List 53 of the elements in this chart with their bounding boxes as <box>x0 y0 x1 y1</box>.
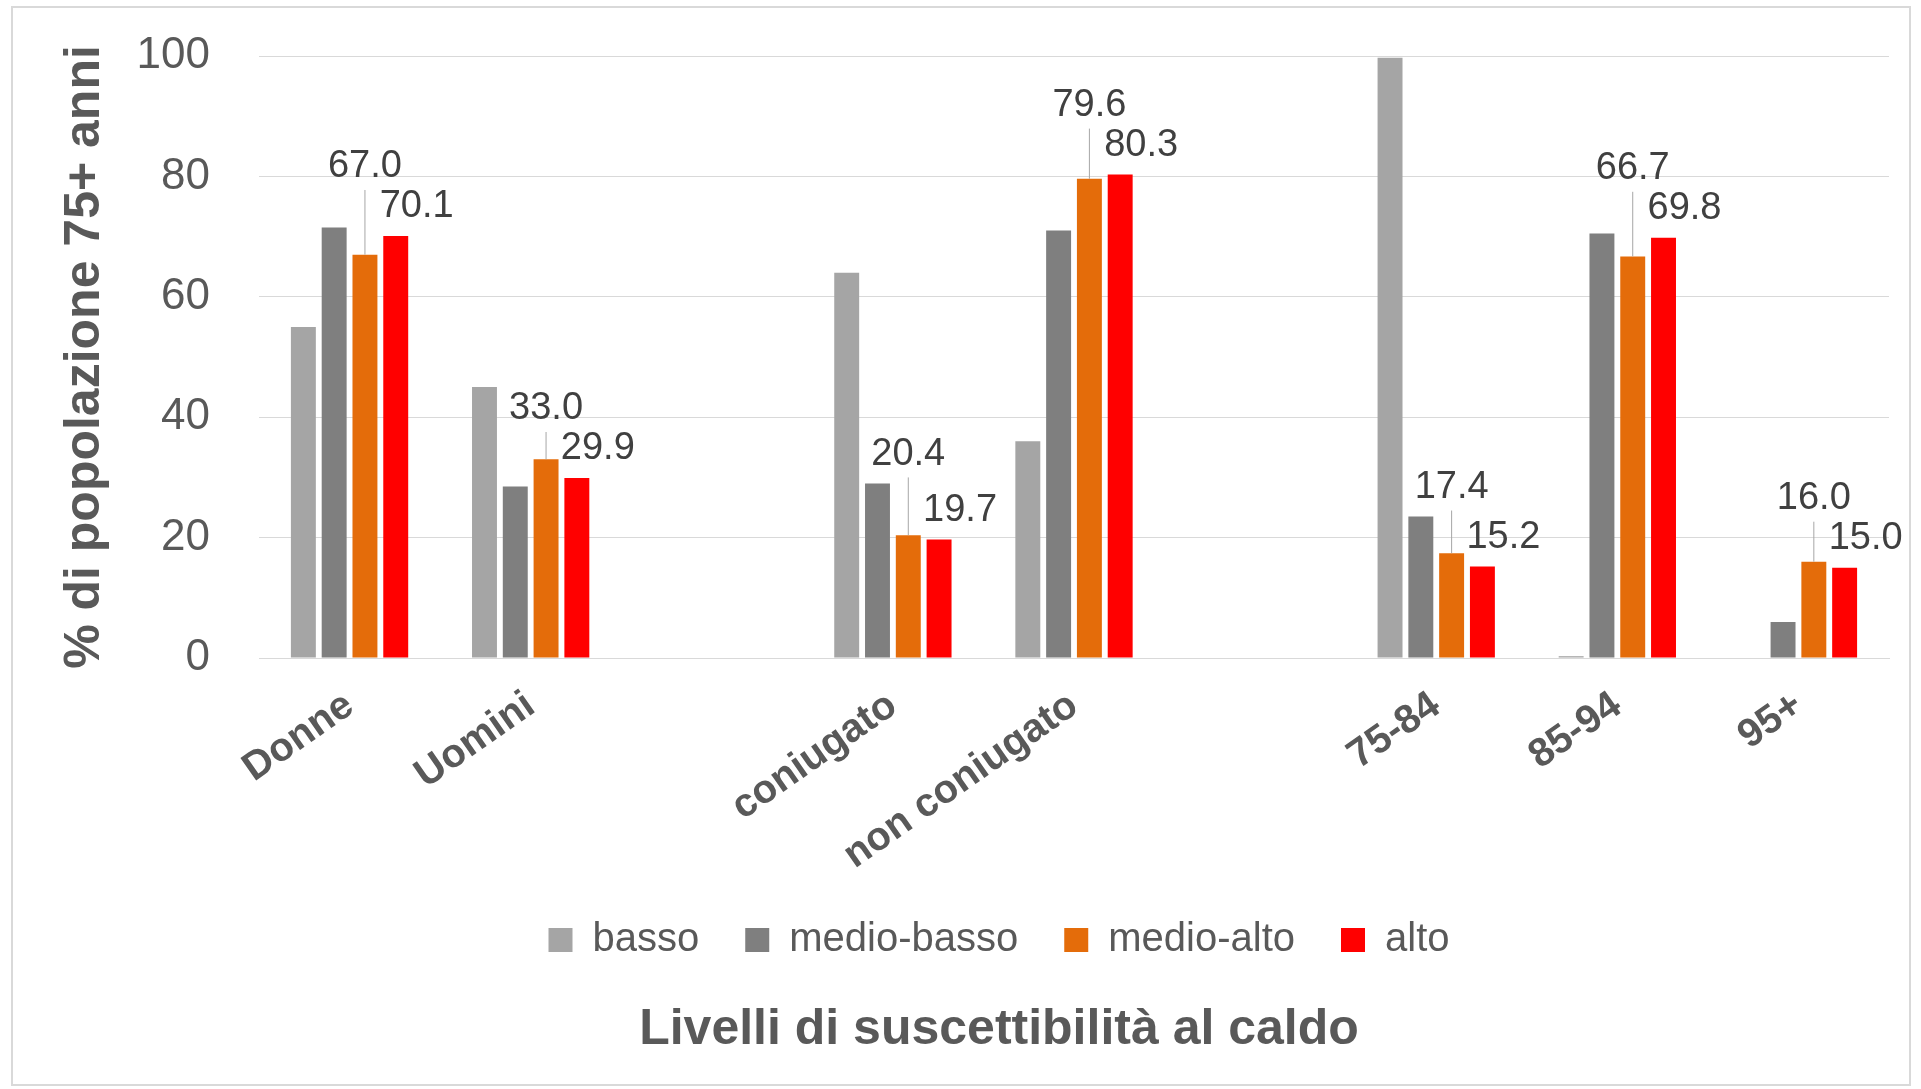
data-label: 66.7 <box>1595 145 1670 188</box>
bar <box>533 459 559 658</box>
data-label: 16.0 <box>1776 475 1851 518</box>
legend-label: alto <box>1385 915 1450 960</box>
legend-label: basso <box>592 915 700 960</box>
y-tick-label: 20 <box>161 509 210 559</box>
data-label: 20.4 <box>871 430 946 473</box>
bar <box>926 539 952 658</box>
data-label: 70.1 <box>379 183 454 226</box>
bar <box>383 236 409 658</box>
bar <box>1801 561 1827 658</box>
y-tick-label: 0 <box>185 630 210 680</box>
data-label: 80.3 <box>1104 122 1179 165</box>
bar <box>1377 57 1403 658</box>
bar <box>865 483 890 658</box>
data-label: 29.9 <box>560 425 635 468</box>
bar <box>1651 237 1676 658</box>
legend-label: medio-basso <box>789 915 1019 960</box>
legend-label: medio-alto <box>1108 915 1296 960</box>
bar <box>1770 621 1796 658</box>
y-tick-label: 60 <box>161 268 210 318</box>
y-tick-label: 100 <box>136 28 210 78</box>
data-label: 69.8 <box>1647 185 1722 228</box>
bar <box>1469 566 1495 658</box>
y-tick-label: 40 <box>161 389 210 439</box>
y-tick-label: 80 <box>161 148 210 198</box>
data-label: 33.0 <box>509 385 584 428</box>
bar <box>502 486 528 658</box>
x-axis-title: Livelli di suscettibilità al caldo <box>639 998 1359 1055</box>
data-label: 15.2 <box>1466 513 1541 556</box>
data-label: 79.6 <box>1052 82 1127 125</box>
data-label: 19.7 <box>923 486 998 529</box>
data-label: 15.0 <box>1828 515 1903 558</box>
bar <box>1620 256 1646 658</box>
bar <box>1015 441 1041 658</box>
y-axis-title: % di popolazione 75+ anni <box>53 45 110 669</box>
data-label: 67.0 <box>327 143 402 186</box>
bar <box>290 326 316 658</box>
bar <box>1107 174 1133 658</box>
bar <box>321 227 347 658</box>
bar <box>1408 516 1434 658</box>
bar <box>834 272 860 658</box>
bar <box>352 254 378 658</box>
x-tick-label: 95+ <box>1728 681 1810 757</box>
bar <box>564 478 590 658</box>
bar <box>1076 178 1102 658</box>
bar <box>1046 230 1072 658</box>
bar <box>1439 553 1465 658</box>
bar <box>472 387 497 658</box>
bar <box>1589 233 1615 658</box>
bar <box>895 535 921 658</box>
data-label: 17.4 <box>1414 464 1489 507</box>
bar <box>1832 567 1858 658</box>
